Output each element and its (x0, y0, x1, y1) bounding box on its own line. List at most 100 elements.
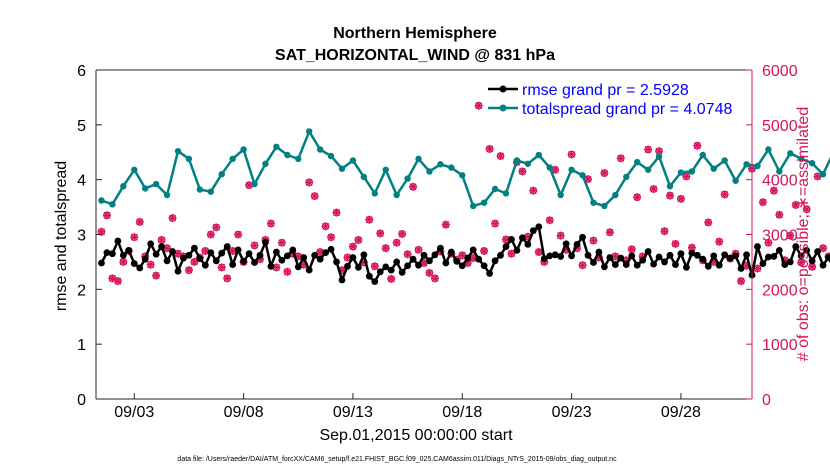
y2-tick-label: 6000 (762, 63, 798, 80)
totalspread-point (655, 153, 663, 160)
rmse-point (677, 250, 685, 258)
obs-count-point (157, 235, 166, 244)
obs-count-point (649, 184, 658, 193)
obs-count-point (321, 222, 330, 231)
totalspread-point (382, 166, 389, 173)
rmse-point (355, 264, 362, 271)
rmse-point (699, 255, 707, 263)
rmse-point (311, 251, 319, 259)
obs-count-point (381, 244, 390, 253)
obs-count-point (589, 236, 598, 245)
rmse-point (579, 233, 586, 241)
rmse-point (617, 254, 625, 262)
rmse-point (245, 250, 253, 258)
x-tick-label: 09/23 (552, 404, 592, 421)
y2-tick-label: 0 (762, 392, 771, 409)
totalspread-point (240, 146, 247, 153)
totalspread-point (152, 180, 160, 188)
totalspread-point (284, 151, 291, 159)
y2-tick-label: 3000 (762, 228, 798, 245)
rmse-point (119, 251, 127, 259)
rmse-point (437, 244, 444, 252)
obs-count-point (758, 198, 767, 207)
rmse-point (797, 252, 805, 260)
y-tick-label: 5 (77, 118, 86, 135)
obs-count-point (146, 260, 155, 269)
rmse-point (387, 266, 395, 274)
rmse-point (819, 261, 827, 269)
obs-count-point (135, 217, 144, 226)
rmse-point (201, 261, 209, 269)
y-axis-label: rmse and totalspread (53, 161, 70, 311)
obs-count-point (441, 220, 450, 229)
rmse-point (415, 261, 422, 269)
obs-count-point (370, 262, 379, 271)
totalspread-point (142, 185, 149, 192)
obs-count-point (305, 178, 314, 187)
rmse-point (688, 249, 696, 257)
obs-count-point (605, 228, 614, 237)
rmse-point (475, 255, 483, 263)
totalspread-point (109, 201, 116, 208)
totalspread-point (798, 155, 805, 163)
totalspread-point (644, 166, 652, 173)
rmse-point (251, 259, 258, 266)
totalspread-point (295, 155, 302, 163)
rmse-point (486, 270, 493, 277)
rmse-point (529, 227, 537, 235)
rmse-point (704, 262, 712, 270)
rmse-point (453, 257, 461, 265)
rmse-point (508, 236, 515, 243)
rmse-point (327, 245, 335, 253)
rmse-point (595, 248, 603, 256)
rmse-point (442, 259, 450, 267)
legend-spread-label: totalspread grand pr = 4.0748 (522, 101, 732, 118)
rmse-point (398, 268, 406, 276)
totalspread-point (459, 172, 466, 179)
totalspread-point (448, 164, 455, 171)
rmse-point (732, 252, 739, 260)
totalspread-point (207, 188, 214, 195)
rmse-point (212, 257, 220, 265)
totalspread-point (415, 155, 422, 163)
y-tick-label: 3 (77, 228, 86, 245)
rmse-point (814, 248, 821, 255)
obs-count-point (545, 216, 554, 225)
rmse-point (655, 253, 663, 261)
rmse-point (147, 240, 155, 248)
rmse-point (109, 250, 116, 258)
obs-count-point (633, 193, 642, 202)
obs-count-point (365, 215, 374, 224)
rmse-point (464, 254, 472, 262)
y-tick-label: 6 (77, 63, 86, 80)
rmse-point (765, 253, 772, 261)
totalspread-point (787, 150, 794, 157)
obs-count-point (277, 238, 286, 247)
obs-count-point (234, 230, 243, 239)
totalspread-point (185, 155, 193, 163)
totalspread-point (338, 165, 346, 172)
plot-area (96, 70, 752, 399)
obs-count-point (578, 261, 587, 270)
y2-tick-label: 2000 (762, 282, 798, 299)
obs-count-point (113, 277, 122, 286)
rmse-point (639, 256, 647, 264)
rmse-point (371, 278, 379, 286)
totalspread-point (393, 191, 400, 199)
obs-count-point (102, 211, 111, 220)
rmse-point (349, 254, 357, 261)
totalspread-point (634, 158, 641, 166)
rmse-point (431, 251, 439, 259)
left-axis-ticks: 0 1 2 3 4 5 6 (77, 63, 102, 409)
totalspread-point (601, 202, 608, 210)
rmse-point (562, 240, 570, 248)
rmse-point (524, 240, 532, 248)
obs-count-point (212, 223, 221, 232)
x-axis-ticks: 09/03 09/08 09/13 09/18 09/23 09/28 (114, 393, 701, 421)
rmse-point (376, 268, 384, 276)
obs-count-point (518, 167, 527, 176)
totalspread-point (470, 202, 477, 210)
rmse-point (256, 251, 264, 259)
rmse-point (169, 248, 176, 255)
totalspread-point (120, 183, 127, 190)
